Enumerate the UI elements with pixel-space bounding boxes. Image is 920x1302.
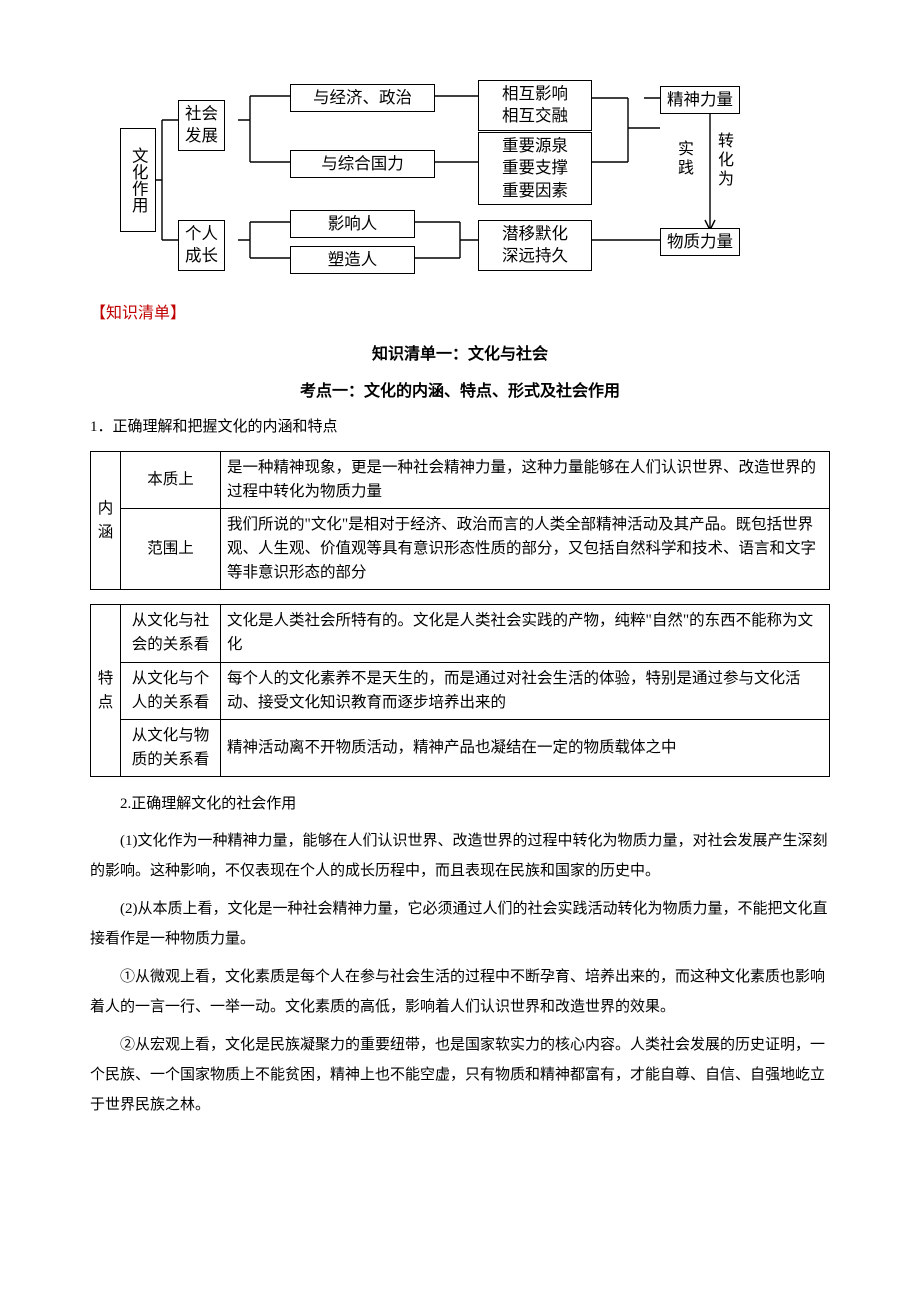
diagram-l2c: 影响人 — [290, 210, 415, 238]
point2: 2.正确理解文化的社会作用 — [90, 791, 830, 818]
diagram-l3b: 重要源泉重要支撑重要因素 — [478, 132, 592, 205]
diagram-l1b: 个人成长 — [178, 220, 225, 271]
knowledge-header: 【知识清单】 — [90, 300, 830, 329]
table-neihan: 内涵 本质上 是一种精神现象，更是一种社会精神力量，这种力量能够在人们认识世界、… — [90, 451, 830, 590]
diagram-l3a: 相互影响相互交融 — [478, 80, 592, 131]
concept-diagram: 文化作用 社会发展 个人成长 与经济、政治 与综合国力 影响人 塑造人 相互影响… — [120, 80, 830, 280]
diagram-l2d: 塑造人 — [290, 246, 415, 274]
diagram-right-b: 物质力量 — [660, 228, 740, 256]
para2: (2)从本质上看，文化是一种社会精神力量，它必须通过人们的社会实践活动转化为物质… — [90, 894, 830, 954]
kaodian1: 考点一：文化的内涵、特点、形式及社会作用 — [90, 378, 830, 407]
t1-r0-aspect: 本质上 — [121, 452, 221, 509]
t2-r0-desc: 文化是人类社会所特有的。文化是人类社会实践的产物，纯粹"自然"的东西不能称为文化 — [221, 605, 830, 662]
diagram-l2b: 与综合国力 — [290, 150, 435, 178]
diagram-l3c: 潜移默化深远持久 — [478, 220, 592, 271]
para1: (1)文化作为一种精神力量，能够在人们认识世界、改造世界的过程中转化为物质力量，… — [90, 826, 830, 886]
table-tedian: 特点 从文化与社会的关系看 文化是人类社会所特有的。文化是人类社会实践的产物，纯… — [90, 604, 830, 776]
t2-r1-aspect: 从文化与个人的关系看 — [121, 662, 221, 719]
diagram-right-a: 精神力量 — [660, 86, 740, 114]
para3: ①从微观上看，文化素质是每个人在参与社会生活的过程中不断孕育、培养出来的，而这种… — [90, 962, 830, 1022]
list1-title: 知识清单一：文化与社会 — [90, 341, 830, 370]
t2-r0-aspect: 从文化与社会的关系看 — [121, 605, 221, 662]
diagram-root: 文化作用 — [120, 128, 156, 232]
t1-cat: 内涵 — [91, 452, 121, 590]
t1-r1-desc: 我们所说的"文化"是相对于经济、政治而言的人类全部精神活动及其产品。既包括世界观… — [221, 509, 830, 590]
diagram-l2a: 与经济、政治 — [290, 84, 435, 112]
diagram-l1a: 社会发展 — [178, 100, 225, 151]
t1-r0-desc: 是一种精神现象，更是一种社会精神力量，这种力量能够在人们认识世界、改造世界的过程… — [221, 452, 830, 509]
conn-label-2: 转化为 — [718, 132, 734, 190]
t1-r1-aspect: 范围上 — [121, 509, 221, 590]
t2-cat: 特点 — [91, 605, 121, 776]
t2-r2-desc: 精神活动离不开物质活动，精神产品也凝结在一定的物质载体之中 — [221, 719, 830, 776]
conn-label-1: 实践 — [678, 140, 694, 178]
para4: ②从宏观上看，文化是民族凝聚力的重要纽带，也是国家软实力的核心内容。人类社会发展… — [90, 1030, 830, 1120]
point1: 1．正确理解和把握文化的内涵和特点 — [90, 414, 830, 441]
t2-r2-aspect: 从文化与物质的关系看 — [121, 719, 221, 776]
t2-r1-desc: 每个人的文化素养不是天生的，而是通过对社会生活的体验，特别是通过参与文化活动、接… — [221, 662, 830, 719]
